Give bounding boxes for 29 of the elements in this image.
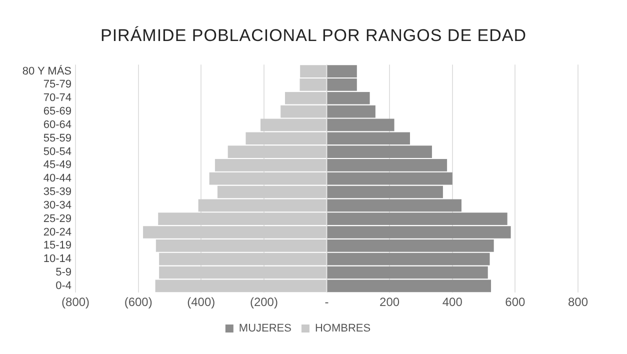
y-tick-label: 35-39 — [43, 186, 72, 198]
x-tick-label: 200 — [380, 295, 400, 310]
y-tick-label: 80 Y MÁS — [22, 64, 72, 78]
y-tick-label: 0-4 — [56, 280, 72, 292]
x-tick-label: 800 — [568, 295, 588, 310]
y-tick-label: 45-49 — [43, 159, 72, 172]
x-tick-label: 400 — [442, 295, 463, 310]
x-tick-label: (800) — [62, 295, 90, 310]
y-tick-label: 60-64 — [43, 118, 72, 131]
chart-title: PIRÁMIDE POBLACIONAL POR RANGOS DE EDAD — [99, 26, 528, 46]
x-tick-label: (400) — [187, 295, 216, 310]
x-tick-label: (600) — [124, 295, 152, 310]
y-tick-label: 55-59 — [43, 132, 72, 144]
y-tick-label: 65-69 — [43, 106, 72, 118]
legend-label: HOMBRES — [314, 322, 371, 335]
x-tick-label: (200) — [250, 295, 278, 310]
x-tick-label: - — [324, 295, 329, 310]
y-tick-label: 5-9 — [56, 266, 72, 279]
y-tick-label: 70-74 — [43, 92, 72, 104]
x-tick-label: 600 — [505, 295, 526, 310]
y-tick-label: 15-19 — [43, 240, 72, 252]
legend-label: MUJERES — [238, 322, 292, 335]
y-tick-label: 20-24 — [43, 226, 72, 238]
y-tick-label: 75-79 — [43, 78, 72, 91]
y-tick-label: 30-34 — [43, 199, 72, 212]
y-tick-label: 50-54 — [43, 146, 72, 158]
y-tick-label: 40-44 — [43, 172, 72, 185]
y-tick-label: 10-14 — [43, 253, 72, 266]
y-tick-label: 25-29 — [43, 212, 72, 225]
